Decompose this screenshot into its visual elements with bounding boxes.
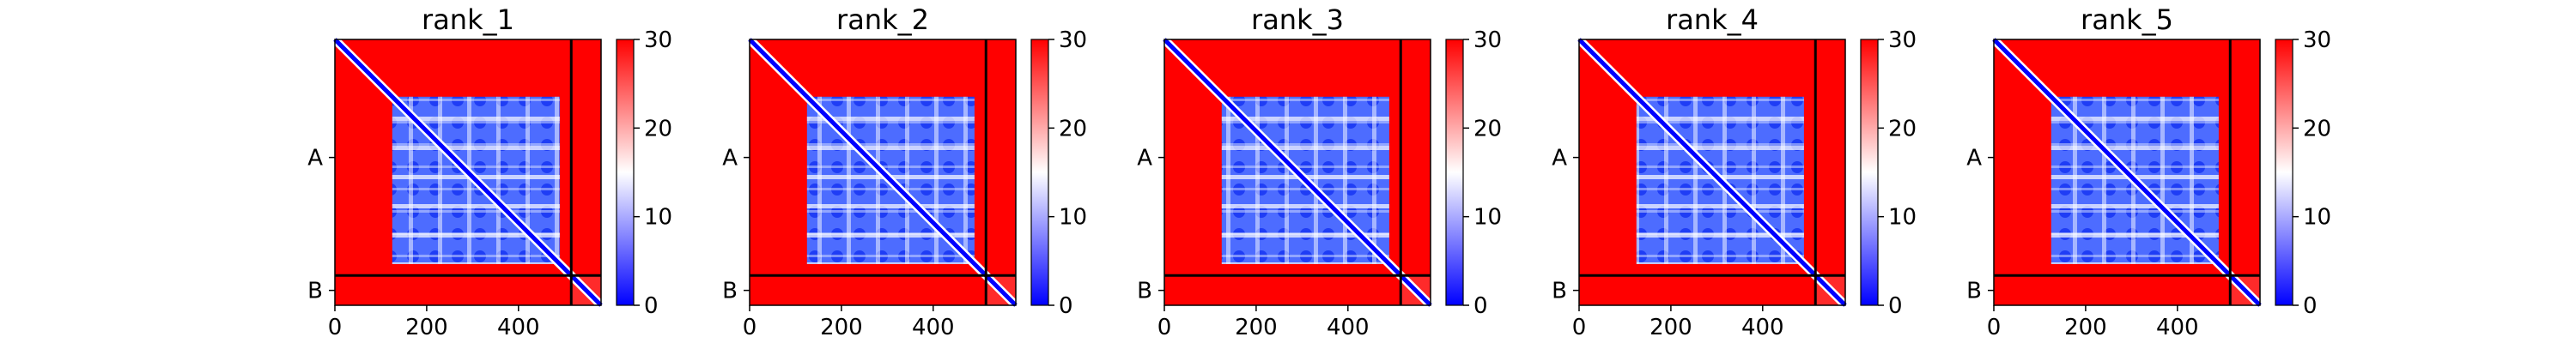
x-tick-label: 200 xyxy=(820,315,863,340)
heatmap-diagonal xyxy=(1577,38,1847,307)
x-tick-label: 400 xyxy=(497,315,540,340)
x-tick-label: 0 xyxy=(1572,315,1587,340)
colorbar-tick-label: 10 xyxy=(2303,205,2331,231)
colorbar-tick-label: 10 xyxy=(1473,205,1502,231)
colorbar-tick-label: 10 xyxy=(644,205,672,231)
colorbar-tick-label: 20 xyxy=(2303,116,2331,141)
colorbar-tick-label: 0 xyxy=(1888,293,1903,319)
x-tick-label: 200 xyxy=(2064,315,2107,340)
colorbar-tick-label: 20 xyxy=(644,116,672,141)
x-tick-label: 200 xyxy=(1235,315,1278,340)
colorbar-tick-label: 30 xyxy=(644,27,672,53)
colorbar xyxy=(1445,39,1464,306)
colorbar-tick-label: 0 xyxy=(1473,293,1488,319)
y-tick-label: A xyxy=(307,146,323,172)
y-tick-label: A xyxy=(1552,146,1567,172)
heatmap-diagonal xyxy=(333,38,603,307)
panel-title: rank_4 xyxy=(1666,3,1759,36)
y-tick-label: B xyxy=(1552,279,1567,304)
x-tick-label: 400 xyxy=(1327,315,1370,340)
panel-title: rank_2 xyxy=(836,3,929,36)
colorbar-tick-label: 20 xyxy=(1059,116,1087,141)
colorbar-tick-label: 0 xyxy=(644,293,659,319)
colorbar-tick-label: 30 xyxy=(1888,27,1917,53)
colorbar-tick-label: 20 xyxy=(1888,116,1917,141)
x-tick-label: 0 xyxy=(1987,315,2002,340)
axes-frame xyxy=(1163,39,1431,306)
colorbar-tick-label: 30 xyxy=(1473,27,1502,53)
panel-title: rank_5 xyxy=(2081,3,2173,36)
colorbar xyxy=(1030,39,1049,306)
heatmap-diagonal xyxy=(1163,38,1432,307)
colorbar xyxy=(616,39,635,306)
x-tick-label: 400 xyxy=(1741,315,1784,340)
x-tick-label: 200 xyxy=(1649,315,1692,340)
colorbar-tick-label: 20 xyxy=(1473,116,1502,141)
heatmap-diagonal xyxy=(748,38,1018,307)
y-tick-label: B xyxy=(1137,279,1152,304)
x-tick-label: 0 xyxy=(1157,315,1172,340)
colorbar-tick-label: 30 xyxy=(2303,27,2331,53)
x-tick-label: 200 xyxy=(405,315,448,340)
colorbar-tick-label: 10 xyxy=(1888,205,1917,231)
y-tick-label: B xyxy=(722,279,738,304)
axes-frame xyxy=(334,39,602,306)
y-tick-label: A xyxy=(1966,146,1982,172)
x-tick-label: 0 xyxy=(328,315,343,340)
x-tick-label: 400 xyxy=(912,315,955,340)
colorbar xyxy=(2275,39,2293,306)
axes-frame xyxy=(1993,39,2261,306)
colorbar-tick-label: 0 xyxy=(2303,293,2318,319)
axes-frame xyxy=(1578,39,1846,306)
y-tick-label: B xyxy=(307,279,323,304)
panel-title: rank_1 xyxy=(422,3,514,36)
y-tick-label: B xyxy=(1966,279,1982,304)
x-tick-label: 400 xyxy=(2156,315,2199,340)
colorbar-tick-label: 0 xyxy=(1059,293,1073,319)
panel-title: rank_3 xyxy=(1251,3,1344,36)
colorbar-tick-label: 10 xyxy=(1059,205,1087,231)
y-tick-label: A xyxy=(722,146,738,172)
heatmap-diagonal xyxy=(1992,38,2262,307)
x-tick-label: 0 xyxy=(743,315,757,340)
colorbar xyxy=(1860,39,1879,306)
y-tick-label: A xyxy=(1137,146,1152,172)
colorbar-tick-label: 30 xyxy=(1059,27,1087,53)
axes-frame xyxy=(749,39,1017,306)
